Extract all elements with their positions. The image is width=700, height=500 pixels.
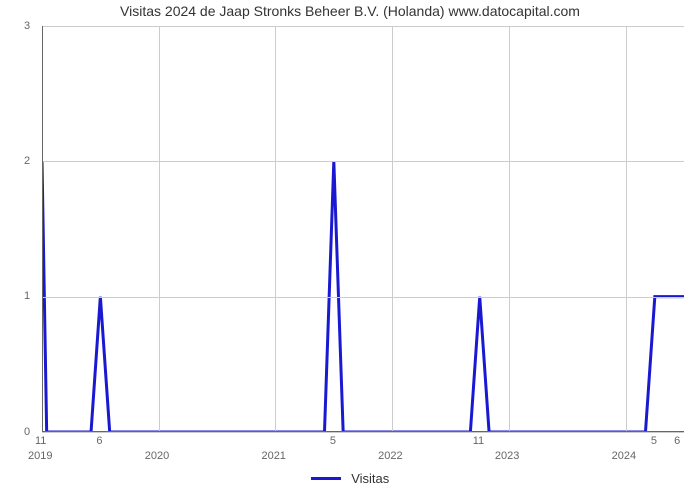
x-axis-line: [42, 431, 684, 432]
x-tick-label: 2019: [28, 450, 52, 462]
gridline-v: [275, 26, 276, 432]
x-tick-label: 2023: [495, 450, 519, 462]
gridline-v: [626, 26, 627, 432]
x-tick-label: 2021: [261, 450, 285, 462]
legend-swatch: [311, 477, 341, 480]
gridline-v: [159, 26, 160, 432]
x-tick-label: 2022: [378, 450, 402, 462]
gridline-v: [392, 26, 393, 432]
peak-label: 6: [96, 435, 102, 447]
gridline-h: [42, 432, 684, 433]
y-tick-label: 2: [24, 155, 30, 167]
legend-label: Visitas: [351, 471, 389, 486]
y-tick-label: 0: [24, 426, 30, 438]
peak-label: 11: [35, 435, 46, 447]
gridline-h: [42, 161, 684, 162]
line-series: [42, 26, 684, 432]
legend: Visitas: [0, 470, 700, 488]
gridline-h: [42, 297, 684, 298]
gridline-h: [42, 26, 684, 27]
y-tick-label: 3: [24, 20, 30, 32]
y-axis-line: [42, 26, 43, 432]
gridline-v: [509, 26, 510, 432]
x-tick-label: 2024: [612, 450, 636, 462]
peak-label: 5: [651, 435, 657, 447]
y-tick-label: 1: [24, 290, 30, 302]
plot-area: [42, 26, 684, 432]
chart-container: Visitas 2024 de Jaap Stronks Beheer B.V.…: [0, 0, 700, 500]
peak-label: 5: [330, 435, 336, 447]
peak-label: 6: [674, 435, 680, 447]
chart-title: Visitas 2024 de Jaap Stronks Beheer B.V.…: [0, 3, 700, 19]
x-tick-label: 2020: [145, 450, 169, 462]
peak-label: 11: [473, 435, 484, 447]
